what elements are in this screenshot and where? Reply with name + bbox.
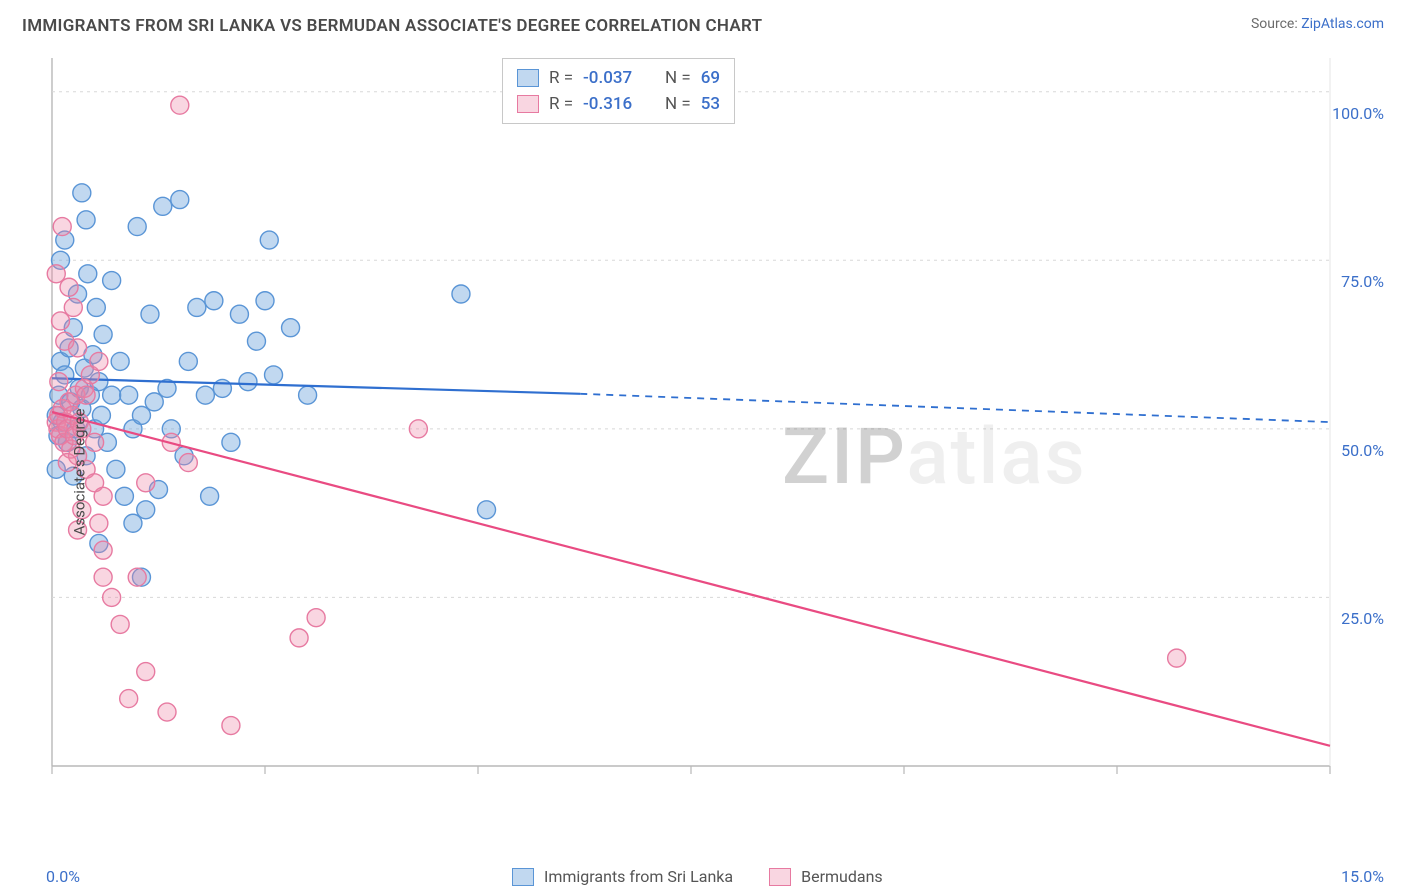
data-point: [111, 615, 129, 633]
data-point: [137, 663, 155, 681]
data-point: [47, 265, 65, 283]
data-point: [69, 339, 87, 357]
data-point: [107, 460, 125, 478]
legend-n-prefix: N =: [665, 68, 691, 88]
data-point: [179, 454, 197, 472]
data-point: [87, 298, 105, 316]
x-axis-max-label: 15.0%: [1341, 867, 1384, 886]
legend-n-value: 69: [701, 68, 720, 88]
data-point: [478, 501, 496, 519]
y-tick-label: 100.0%: [1332, 104, 1384, 123]
data-point: [256, 292, 274, 310]
data-point: [154, 197, 172, 215]
legend-stat-row: R = -0.037 N = 69: [517, 65, 720, 91]
data-point: [282, 319, 300, 337]
data-point: [222, 717, 240, 735]
data-point: [92, 406, 110, 424]
data-point: [171, 191, 189, 209]
data-point: [120, 386, 138, 404]
data-point: [64, 298, 82, 316]
data-point: [260, 231, 278, 249]
data-point: [171, 96, 189, 114]
data-point: [201, 487, 219, 505]
data-point: [73, 184, 91, 202]
source-link[interactable]: ZipAtlas.com: [1301, 16, 1384, 32]
legend-r-prefix: R =: [549, 68, 573, 88]
data-point: [94, 541, 112, 559]
data-point: [124, 514, 142, 532]
data-point: [50, 373, 68, 391]
y-axis-label: Associate's Degree: [70, 409, 88, 536]
chart-title: IMMIGRANTS FROM SRI LANKA VS BERMUDAN AS…: [22, 16, 762, 36]
data-point: [307, 609, 325, 627]
data-point: [196, 386, 214, 404]
legend-swatch: [517, 95, 539, 113]
data-point: [452, 285, 470, 303]
legend-r-value: -0.037: [583, 68, 645, 88]
source-label: Source: ZipAtlas.com: [1251, 16, 1384, 32]
data-point: [137, 474, 155, 492]
data-point: [128, 218, 146, 236]
data-point: [128, 568, 146, 586]
legend-series: Immigrants from Sri Lanka Bermudans: [512, 867, 883, 886]
data-point: [409, 420, 427, 438]
data-point: [222, 433, 240, 451]
data-point: [230, 305, 248, 323]
data-point: [179, 352, 197, 370]
data-point: [247, 332, 265, 350]
data-point: [94, 568, 112, 586]
legend-stats-box: R = -0.037 N = 69 R = -0.316 N = 53: [502, 58, 735, 124]
legend-r-prefix: R =: [549, 94, 573, 114]
data-point: [290, 629, 308, 647]
y-tick-label: 75.0%: [1341, 272, 1384, 291]
y-tick-label: 50.0%: [1341, 441, 1384, 460]
legend-series-item: Immigrants from Sri Lanka: [512, 867, 733, 886]
data-point: [265, 366, 283, 384]
data-point: [205, 292, 223, 310]
legend-stat-row: R = -0.316 N = 53: [517, 91, 720, 117]
y-tick-label: 25.0%: [1341, 609, 1384, 628]
x-axis-min-label: 0.0%: [46, 867, 80, 886]
data-point: [120, 690, 138, 708]
chart-area: Associate's Degree ZIPatlas R =-0.037N =…: [22, 52, 1384, 892]
legend-swatch: [512, 868, 534, 886]
regression-line: [52, 412, 1330, 746]
data-point: [115, 487, 133, 505]
data-point: [77, 211, 95, 229]
data-point: [1168, 649, 1186, 667]
data-point: [94, 487, 112, 505]
legend-n-prefix: N =: [665, 94, 691, 114]
data-point: [103, 386, 121, 404]
regression-line-extrapolated: [580, 394, 1330, 422]
data-point: [111, 352, 129, 370]
data-point: [103, 272, 121, 290]
data-point: [94, 325, 112, 343]
data-point: [188, 298, 206, 316]
data-point: [158, 703, 176, 721]
data-point: [239, 373, 257, 391]
data-point: [299, 386, 317, 404]
legend-n-value: 53: [701, 94, 720, 114]
legend-swatch: [769, 868, 791, 886]
legend-r-value: -0.316: [583, 94, 645, 114]
data-point: [77, 386, 95, 404]
scatter-chart: [22, 52, 1342, 812]
source-prefix: Source:: [1251, 16, 1301, 32]
legend-series-label: Bermudans: [801, 867, 883, 886]
data-point: [90, 514, 108, 532]
legend-series-label: Immigrants from Sri Lanka: [544, 867, 733, 886]
legend-swatch: [517, 69, 539, 87]
data-point: [79, 265, 97, 283]
legend-series-item: Bermudans: [769, 867, 883, 886]
data-point: [90, 352, 108, 370]
data-point: [141, 305, 159, 323]
data-point: [53, 218, 71, 236]
data-point: [103, 588, 121, 606]
